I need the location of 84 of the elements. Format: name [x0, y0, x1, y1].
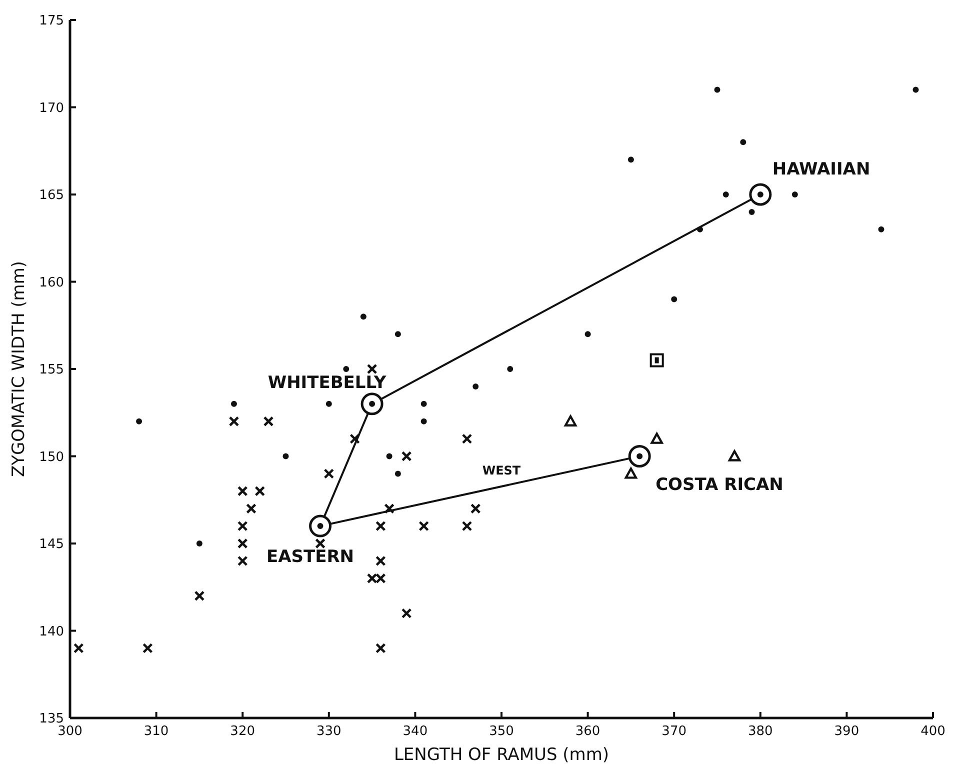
point — [375, 556, 386, 566]
point — [584, 331, 591, 338]
y-tick-label: 160 — [39, 275, 64, 290]
point — [462, 520, 472, 532]
point — [73, 643, 84, 654]
point — [671, 296, 678, 302]
point — [194, 590, 205, 602]
point — [878, 226, 884, 232]
x-tick-label: 390 — [834, 724, 860, 739]
point — [394, 470, 401, 477]
x-axis-title: LENGTH OF RAMUS (mm) — [394, 745, 610, 765]
y-tick-label: 170 — [39, 100, 64, 116]
point — [343, 366, 350, 372]
point — [254, 486, 266, 496]
annotation: HAWAIIAN — [772, 159, 870, 180]
point — [386, 453, 392, 460]
point — [507, 366, 514, 372]
point — [628, 156, 634, 163]
point — [394, 331, 401, 338]
point — [263, 416, 274, 427]
point — [401, 608, 412, 618]
annotation: COSTA RICAN — [656, 475, 784, 496]
point — [324, 468, 334, 479]
point — [564, 415, 577, 426]
point — [246, 503, 256, 514]
y-tick-label: 165 — [39, 188, 64, 204]
x-tick-label: 400 — [920, 724, 946, 739]
point — [722, 192, 729, 198]
point — [237, 556, 248, 566]
x-tick-label: 340 — [402, 724, 428, 739]
point — [366, 364, 378, 374]
annotation: WEST — [482, 464, 522, 478]
point — [401, 451, 412, 462]
point — [326, 400, 332, 407]
point — [462, 434, 472, 444]
x-tick-label: 360 — [575, 724, 600, 739]
point — [230, 400, 237, 407]
point — [472, 383, 479, 390]
y-tick-label: 140 — [39, 624, 64, 640]
point — [237, 486, 248, 496]
point — [360, 314, 366, 320]
point — [384, 503, 395, 514]
x-tick-label: 330 — [316, 724, 342, 739]
point — [714, 86, 720, 93]
y-tick-label: 150 — [39, 450, 64, 465]
y-tick-label: 145 — [39, 537, 64, 552]
point — [628, 445, 651, 468]
y-tick-label: 175 — [39, 14, 64, 29]
x-tick-label: 370 — [662, 724, 687, 739]
point — [375, 643, 386, 654]
point — [650, 353, 664, 368]
point — [728, 450, 741, 462]
x-tick-label: 310 — [144, 724, 169, 739]
point — [360, 392, 384, 416]
point — [748, 208, 755, 215]
point — [142, 643, 153, 654]
y-tick-label: 155 — [39, 362, 64, 378]
point — [237, 520, 248, 532]
point — [624, 468, 638, 479]
point — [420, 418, 427, 424]
point — [420, 400, 427, 407]
point — [375, 520, 386, 532]
point — [350, 434, 360, 444]
y-axis-title: ZYGOMATIC WIDTH (mm) — [9, 260, 29, 478]
point — [749, 183, 772, 206]
annotation: EASTERN — [266, 547, 354, 567]
x-tick-label: 300 — [58, 724, 82, 739]
annotation: WHITEBELLY — [268, 372, 387, 393]
x-tick-label: 350 — [489, 724, 514, 739]
point — [418, 520, 430, 532]
point — [650, 432, 663, 444]
point — [740, 139, 746, 146]
point — [282, 453, 289, 460]
point — [315, 538, 326, 549]
point — [237, 538, 248, 549]
point — [912, 86, 919, 93]
point — [228, 416, 240, 427]
x-tick-label: 380 — [748, 724, 773, 739]
point — [470, 503, 481, 514]
point — [309, 514, 332, 538]
x-tick-label: 320 — [230, 724, 256, 739]
point — [136, 418, 142, 424]
point — [792, 192, 798, 198]
point — [196, 540, 202, 546]
